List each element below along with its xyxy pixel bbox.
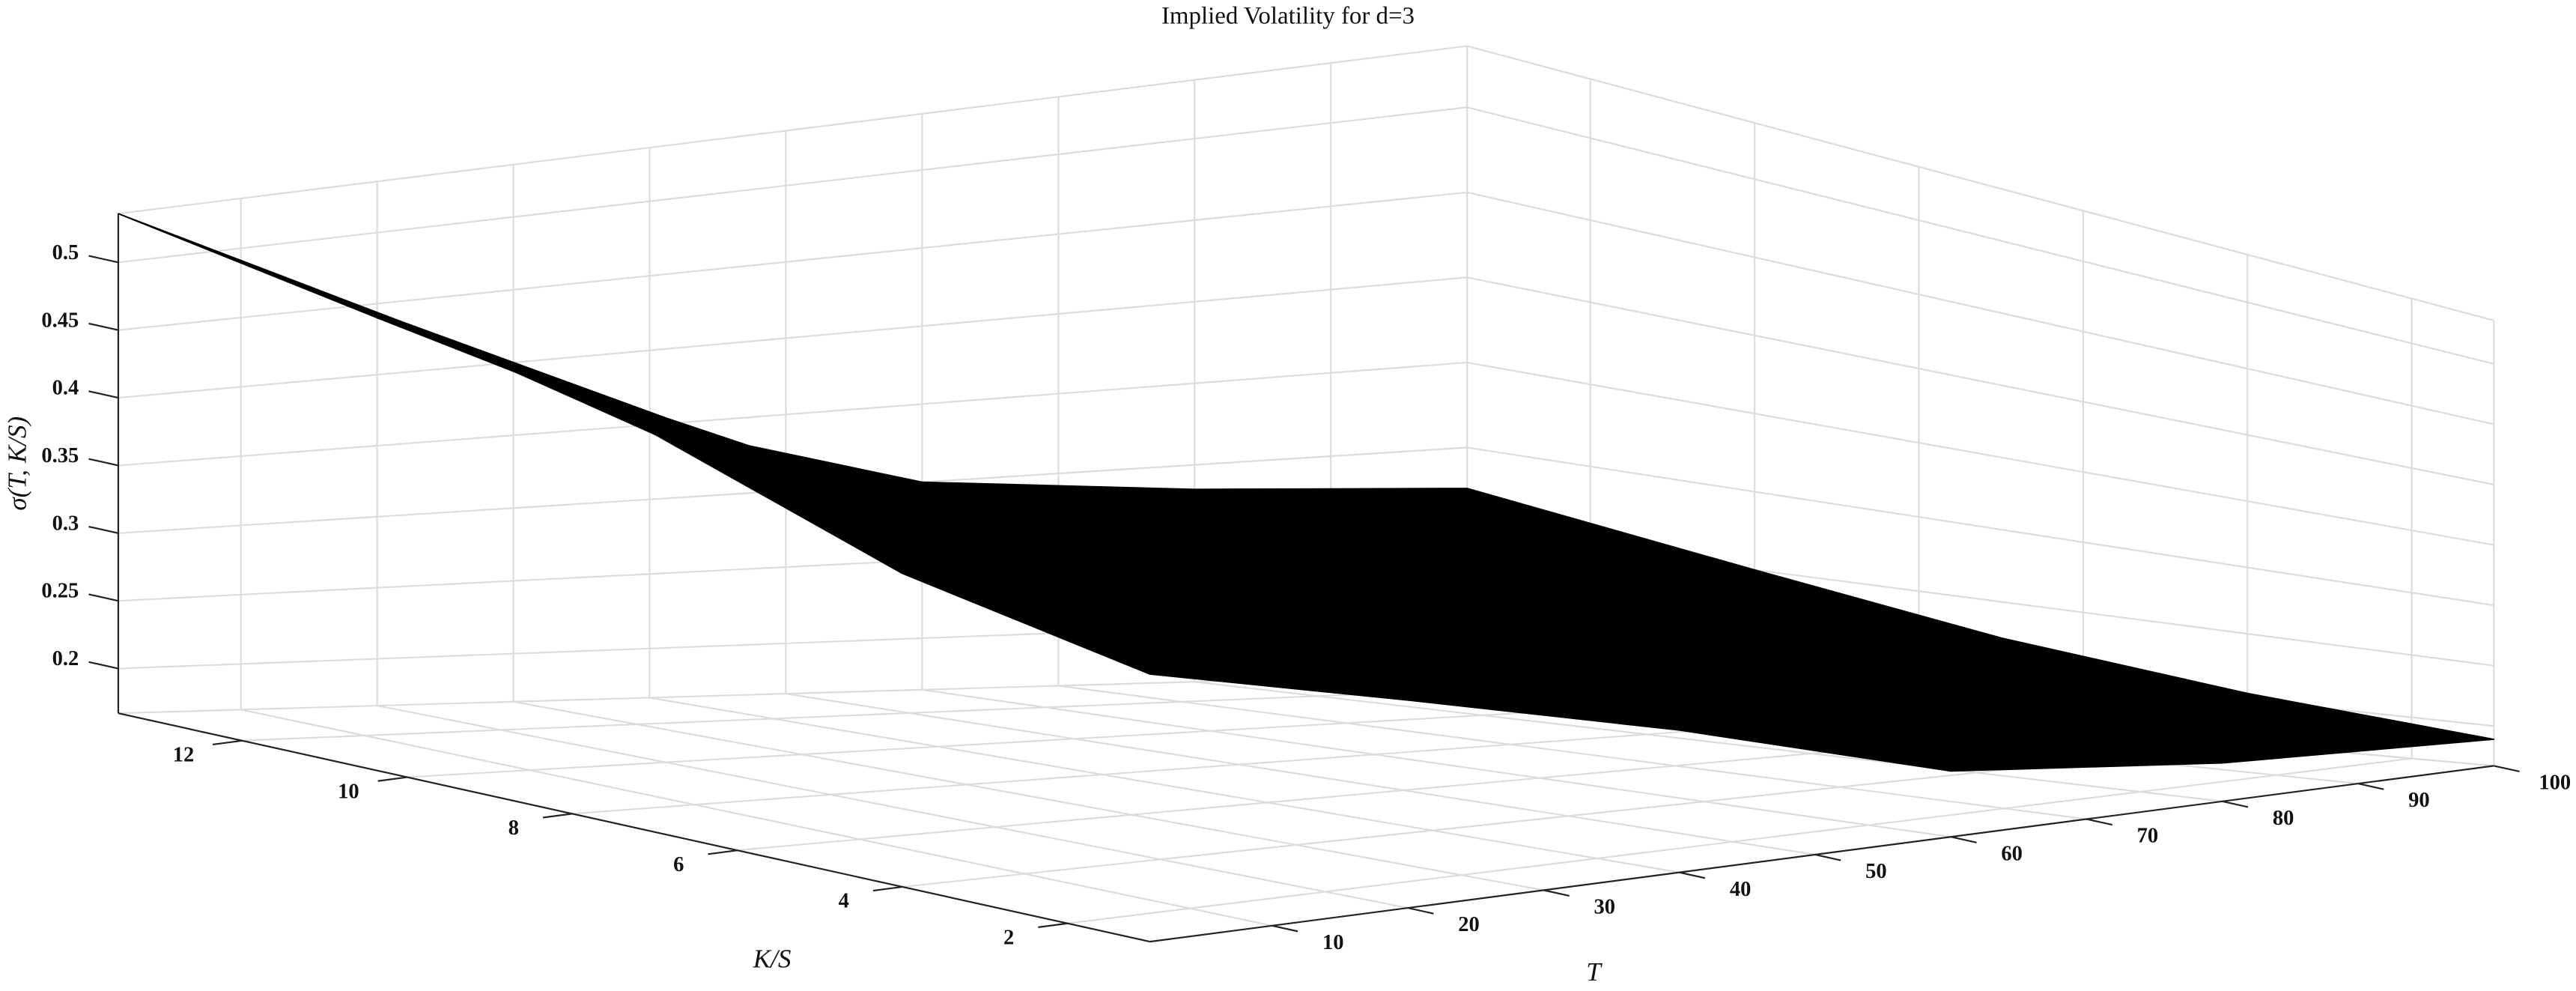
- y-tick: [1950, 836, 1977, 843]
- grid-line: [786, 693, 1816, 856]
- grid-line: [1194, 681, 2223, 802]
- z-tick: [88, 525, 119, 534]
- grid-line: [649, 697, 1680, 873]
- y-tick-label: 60: [2001, 842, 2023, 865]
- grid-line: [922, 688, 1951, 838]
- y-tick-label: 10: [1322, 931, 1344, 954]
- x-tick: [1038, 922, 1068, 928]
- x-tick-label: 8: [508, 816, 519, 840]
- surface-patch: [1194, 488, 1755, 577]
- x-tick: [377, 776, 407, 782]
- y-tick-label: 70: [2137, 825, 2159, 848]
- grid-line: [240, 709, 1273, 927]
- z-tick-label: 0.2: [52, 647, 79, 670]
- grid-line: [1058, 685, 2087, 820]
- z-tick: [88, 661, 119, 670]
- grid-line: [1466, 191, 2494, 425]
- z-tick-label: 0.5: [52, 241, 79, 264]
- y-tick-label: 30: [1594, 896, 1616, 919]
- y-tick-label: 40: [1730, 878, 1752, 901]
- grid-line: [118, 361, 1468, 467]
- x-tick-label: 12: [173, 744, 195, 767]
- wall-edge: [1466, 45, 2494, 321]
- grid-line: [377, 705, 1409, 909]
- y-tick-label: 20: [1458, 913, 1480, 936]
- grid-line: [1466, 361, 2494, 546]
- y-tick-label: 90: [2408, 789, 2430, 812]
- wall-edge: [118, 45, 1468, 215]
- y-tick: [1679, 871, 1706, 879]
- grid-line: [513, 700, 1544, 891]
- x-tick: [708, 849, 738, 855]
- z-tick-label: 0.25: [41, 580, 79, 603]
- y-tick: [2222, 800, 2249, 808]
- y-tick: [2086, 818, 2113, 826]
- y-axis-label: T: [1586, 957, 1603, 987]
- grid-line: [1466, 446, 2494, 607]
- y-tick-label: 100: [2539, 772, 2571, 795]
- x-tick-label: 10: [338, 780, 359, 803]
- x-tick: [542, 813, 573, 819]
- grid-line: [1466, 276, 2494, 486]
- z-axis-label: σ(T, K/S): [2, 416, 31, 511]
- surface-patch: [118, 213, 666, 419]
- z-tick: [88, 322, 119, 331]
- y-tick: [2357, 783, 2384, 790]
- y-tick: [1814, 853, 1841, 861]
- x-tick-label: 6: [673, 853, 684, 876]
- y-tick-label: 80: [2273, 807, 2294, 830]
- grid-line: [1466, 106, 2494, 365]
- grid-line: [1067, 757, 2412, 924]
- z-tick: [88, 458, 119, 467]
- y-axis: [1149, 765, 2494, 943]
- x-axis-label: K/S: [753, 945, 792, 974]
- y-tick: [2494, 765, 2520, 773]
- grid-line: [118, 191, 1468, 331]
- z-tick-label: 0.4: [52, 377, 79, 400]
- grid-line: [118, 276, 1468, 399]
- y-tick: [1272, 924, 1298, 933]
- chart-title: Implied Volatility for d=3: [1161, 3, 1415, 30]
- y-tick: [1543, 889, 1570, 897]
- y-tick: [1407, 907, 1434, 915]
- z-tick: [88, 390, 119, 399]
- x-tick: [212, 739, 243, 745]
- x-tick-label: 4: [839, 890, 849, 913]
- x-axis: [118, 712, 1150, 943]
- z-tick: [88, 255, 119, 264]
- z-tick-label: 0.35: [41, 444, 79, 467]
- z-tick: [88, 593, 119, 602]
- x-tick-label: 2: [1003, 927, 1014, 950]
- z-tick-label: 0.3: [52, 512, 79, 535]
- z-tick-label: 0.45: [41, 309, 79, 332]
- grid-line: [118, 106, 1468, 264]
- x-tick: [872, 885, 903, 892]
- y-tick-label: 50: [1865, 860, 1887, 883]
